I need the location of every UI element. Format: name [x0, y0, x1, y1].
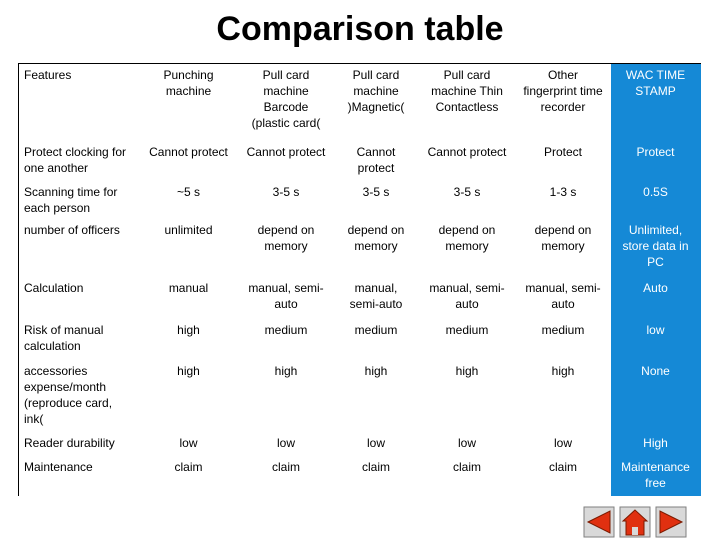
prev-button[interactable] [583, 506, 615, 538]
cell: 3-5 s [272, 184, 300, 199]
cell: claim [271, 459, 300, 474]
cell: Cannot protect [356, 144, 396, 175]
cell: None [610, 359, 701, 432]
cell: high [177, 322, 200, 337]
table-row: Reader durability low low low low low High [19, 431, 701, 456]
cell: 3-5 s [362, 184, 390, 199]
cell: Protect [543, 144, 582, 159]
cell: low [179, 435, 198, 450]
header-row: Features Punching machine Pull card machin… [19, 63, 701, 141]
cell: WAC TIME STAMP [610, 63, 701, 141]
table-row: Calculation manual manual, semi-auto manual… [19, 276, 701, 319]
cell: Cannot protect [427, 144, 507, 159]
cell: Cannot protect [246, 144, 326, 159]
row-label: Calculation [24, 280, 84, 295]
cell: manual, semi-auto [429, 280, 505, 311]
home-button[interactable] [619, 506, 651, 538]
next-button[interactable] [655, 506, 687, 538]
cell: manual, semi-auto [248, 280, 324, 311]
table-row: Scanning time for each person ~5 s 3-5 s 3-… [19, 180, 701, 219]
cell: manual, semi-auto [349, 280, 403, 311]
title: Comparison table [216, 10, 504, 48]
comparison-table: Features Punching machine Pull card machin… [18, 63, 701, 496]
cell: 1-3 s [549, 184, 577, 199]
cell: Auto [610, 276, 701, 319]
cell: High [610, 431, 701, 456]
cell: manual [168, 280, 209, 295]
cell: depend on memory [534, 222, 592, 253]
cell: medium [541, 322, 585, 337]
cell: unlimited [164, 222, 213, 237]
cell: Cannot protect [149, 144, 228, 159]
cell: depend on memory [257, 222, 315, 253]
cell: Pull card machine Barcode (plastic card( [251, 68, 321, 130]
row-label: Risk of manual calculation [24, 322, 104, 353]
nav-buttons [583, 506, 687, 538]
row-label: Maintenance [24, 459, 93, 474]
row-label: number of officers [24, 222, 120, 237]
cell: low [610, 318, 701, 360]
cell: low [366, 435, 385, 450]
cell: Unlimited, store data in PC [610, 218, 701, 277]
row-label: Protect clocking for one another [24, 144, 127, 175]
cell: Other fingerprint time recorder [523, 68, 603, 114]
cell: medium [445, 322, 489, 337]
cell: high [177, 363, 200, 378]
cell: manual, semi-auto [525, 280, 601, 311]
cell: 3-5 s [453, 184, 481, 199]
row-label: Reader durability [24, 435, 115, 450]
cell: Protect [610, 140, 701, 181]
cell: claim [452, 459, 481, 474]
cell: Punching machine [163, 68, 214, 98]
cell: high [274, 363, 298, 378]
cell: depend on memory [438, 222, 496, 253]
cell: high [455, 363, 479, 378]
cell: claim [548, 459, 577, 474]
cell: low [457, 435, 476, 450]
table-row: Risk of manual calculation high medium medi… [19, 318, 701, 360]
row-label: accessories expense/month (reproduce car… [24, 363, 113, 426]
cell: Pull card machine Thin Contactless [431, 68, 503, 114]
table-row: Protect clocking for one another Cannot p… [19, 140, 701, 181]
cell: 0.5S [610, 180, 701, 219]
cell: high [551, 363, 575, 378]
cell: Pull card machine )Magnetic( [347, 68, 405, 114]
cell: medium [264, 322, 308, 337]
cell: depend on memory [347, 222, 405, 253]
cell: low [276, 435, 295, 450]
row-label: Features [24, 68, 72, 82]
cell: low [553, 435, 572, 450]
row-label: Scanning time for each person [24, 184, 118, 215]
cell: high [364, 363, 388, 378]
cell: medium [354, 322, 398, 337]
table-row: number of officers unlimited depend on mem… [19, 218, 701, 277]
cell: ~5 s [176, 184, 200, 199]
table-row: Maintenance claim claim claim claim claim Main… [19, 455, 701, 496]
cell: claim [361, 459, 390, 474]
table-row: accessories expense/month (reproduce car… [19, 359, 701, 432]
cell: claim [174, 459, 203, 474]
cell: Maintenance free [610, 455, 701, 496]
